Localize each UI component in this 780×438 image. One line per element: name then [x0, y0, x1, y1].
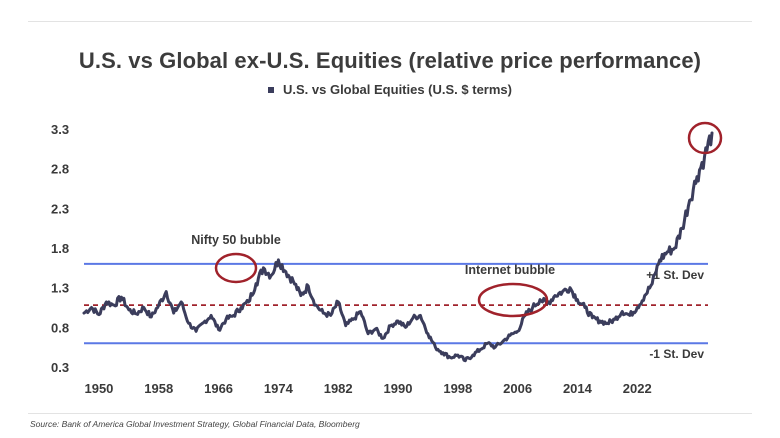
legend-label: U.S. vs Global Equities (U.S. $ terms) [282, 82, 512, 97]
annotation-ellipse [477, 282, 549, 318]
annotation-ellipse [687, 121, 723, 155]
series-line-us-vs-global [82, 131, 714, 363]
chart-title: U.S. vs Global ex-U.S. Equities (relativ… [78, 48, 702, 73]
std-dev-label: -1 St. Dev [649, 347, 704, 361]
x-tick-label: 1950 [84, 381, 113, 396]
x-tick-label: 1982 [324, 381, 353, 396]
legend-swatch [267, 86, 274, 93]
annotation-label: Internet bubble [465, 263, 555, 277]
x-tick-label: 2006 [503, 381, 532, 396]
x-tick-label: 1966 [204, 381, 233, 396]
y-tick-label: 3.3 [51, 122, 69, 137]
bottom-divider [28, 413, 752, 414]
x-tick-label: 1958 [144, 381, 173, 396]
x-tick-label: 1974 [264, 381, 294, 396]
y-tick-label: 2.3 [51, 201, 69, 216]
annotations: Nifty 50 bubble Internet bubble [191, 121, 723, 318]
annotation-label: Nifty 50 bubble [191, 233, 281, 247]
x-tick-label: 2022 [623, 381, 652, 396]
x-tick-label: 1998 [443, 381, 472, 396]
x-tick-label: 1990 [384, 381, 413, 396]
x-tick-label: 2014 [563, 381, 593, 396]
reference-lines: +1 St. Dev -1 St. Dev [84, 262, 708, 361]
std-dev-label: +1 St. Dev [646, 268, 704, 282]
y-tick-label: 1.8 [51, 241, 69, 256]
x-axis-ticks: 1950 1958 1966 1974 1982 1990 1998 2006 2014 2022 [84, 381, 651, 396]
y-tick-label: 0.8 [51, 320, 69, 335]
annotation-ellipse [214, 252, 258, 284]
top-divider [28, 21, 752, 22]
y-tick-label: 0.3 [51, 360, 69, 375]
source-note: Source: Bank of America Global Investmen… [30, 419, 360, 429]
chart-legend: U.S. vs Global Equities (U.S. $ terms) [0, 82, 780, 97]
y-tick-label: 1.3 [51, 281, 69, 296]
y-axis-ticks: 3.3 2.8 2.3 1.8 1.3 0.8 0.3 [51, 122, 69, 375]
y-tick-label: 2.8 [51, 162, 69, 177]
